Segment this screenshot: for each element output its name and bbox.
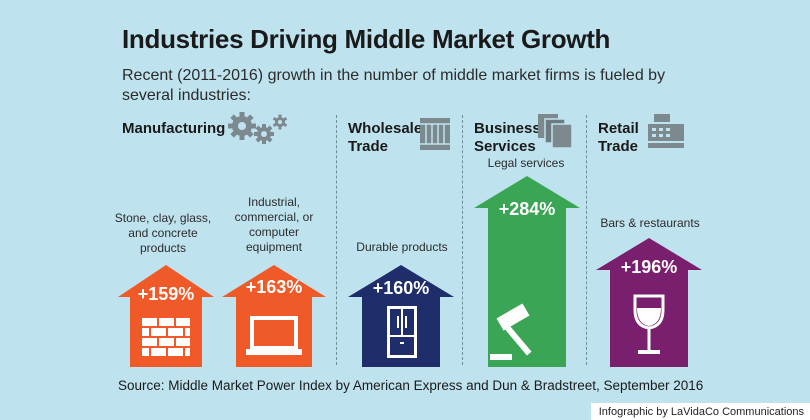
category-wholesale-trade: Wholesale Trade [348, 120, 422, 156]
label-industrial-equipment: Industrial, commercial, or computer equi… [222, 195, 326, 255]
category-retail-trade: Retail Trade [598, 120, 639, 156]
percent-legal: +284% [498, 199, 556, 219]
label-stone-clay-glass: Stone, clay, glass, and concrete product… [108, 211, 218, 256]
category-business-line2: Services [474, 138, 536, 155]
credit-label: Infographic by LaVidaCo Communications [590, 403, 810, 420]
label-legal-services: Legal services [470, 156, 582, 171]
label-line: Stone, clay, glass, [114, 211, 212, 225]
label-line: equipment [245, 240, 303, 254]
percent-stone: +159% [137, 284, 195, 304]
label-line: and concrete [128, 226, 198, 240]
laptop-icon [246, 316, 302, 355]
category-retail-line1: Retail [598, 120, 639, 137]
source-note: Source: Middle Market Power Index by Ame… [118, 378, 704, 393]
gears-icon [228, 112, 288, 144]
category-manufacturing: Manufacturing [122, 120, 226, 137]
label-line: Industrial, [247, 195, 301, 209]
wine-glass-icon [633, 294, 665, 354]
label-line: commercial, or [234, 210, 314, 224]
label-line: Bars & restaurants [600, 216, 700, 230]
page-title: Industries Driving Middle Market Growth [122, 24, 611, 54]
category-retail-line2: Trade [598, 138, 639, 155]
percent-bars: +196% [620, 257, 678, 277]
label-line: Legal services [487, 156, 565, 170]
divider-1 [336, 115, 337, 365]
category-wholesale-line1: Wholesale [348, 120, 423, 137]
category-business-services: Business Services [474, 120, 541, 156]
percent-industrial: +163% [245, 277, 303, 297]
documents-icon [538, 114, 573, 149]
cash-register-icon [648, 114, 684, 148]
label-durable-products: Durable products [346, 240, 458, 255]
divider-3 [586, 115, 587, 365]
house-arrow-bars [596, 238, 702, 367]
subtitle: Recent (2011-2016) growth in the number … [122, 67, 666, 104]
label-bars-restaurants: Bars & restaurants [594, 216, 706, 231]
refrigerator-icon [387, 306, 417, 358]
crate-icon [420, 118, 450, 150]
divider-2 [462, 115, 463, 365]
label-line: Durable products [356, 240, 448, 254]
gavel-icon [490, 303, 532, 360]
label-line: products [139, 241, 187, 255]
label-line: computer [248, 225, 300, 239]
category-business-line1: Business [474, 120, 541, 137]
percent-durable: +160% [372, 278, 430, 298]
brick-wall-icon [142, 318, 190, 356]
category-wholesale-line2: Trade [348, 138, 389, 155]
